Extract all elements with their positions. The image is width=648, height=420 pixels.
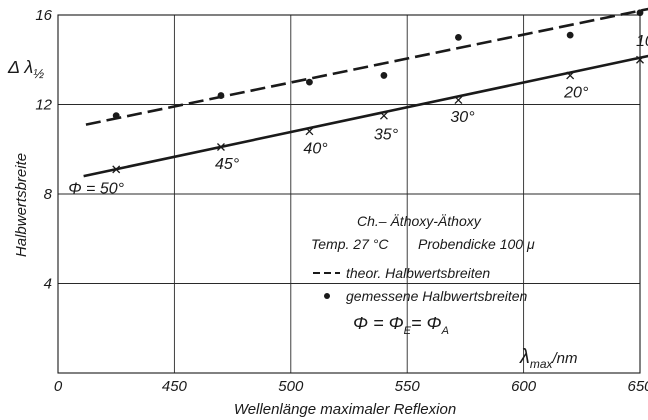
grid xyxy=(58,15,640,373)
measured-point xyxy=(380,72,388,79)
y-axis-symbol-sub: ½ xyxy=(33,66,44,81)
legend-dot-swatch xyxy=(324,293,330,299)
phi-cross-marker xyxy=(217,143,225,151)
legend: Ch.– Äthoxy-Äthoxy Temp. 27 °C Probendic… xyxy=(311,213,535,337)
measured-point xyxy=(636,9,644,17)
y-tick-label: 8 xyxy=(44,186,53,203)
legend-entry-gemessen: gemessene Halbwertsbreiten xyxy=(346,288,528,304)
phi-point-label: 30° xyxy=(450,109,475,126)
phi-cross-marker xyxy=(305,127,314,136)
x-tick-labels: 0 450 500 550 600 650 xyxy=(54,378,648,395)
series xyxy=(83,7,648,178)
measured-point xyxy=(112,112,120,120)
x-tick-label: 450 xyxy=(162,378,188,395)
x-tick-label: 650 xyxy=(627,378,648,395)
phi-point-label: Φ = 50° xyxy=(68,180,124,197)
x-axis-symbol-sub: max xyxy=(530,357,554,371)
x-axis-label: Wellenlänge maximaler Reflexion xyxy=(234,401,456,418)
phi-cross-marker xyxy=(112,165,121,174)
x-axis-symbol: λmax/nm xyxy=(519,346,578,371)
legend-title-2-right: Probendicke 100 μ xyxy=(418,236,535,252)
x-axis-symbol-main: λ xyxy=(519,346,530,368)
phi-point-label: 40° xyxy=(303,140,328,157)
x-axis-unit: /nm xyxy=(552,350,578,367)
phi-cross-marker xyxy=(379,111,388,120)
phi-cross-marker xyxy=(566,71,575,80)
phi-point-label: 20° xyxy=(563,84,589,101)
legend-title-2-left: Temp. 27 °C xyxy=(311,236,389,252)
phi-cross-marker xyxy=(454,96,463,104)
y-axis-symbol-main: Δ λ xyxy=(7,57,33,77)
y-tick-label: 12 xyxy=(35,97,52,114)
phi-point-label: 45° xyxy=(215,156,240,173)
y-tick-labels: 4 8 12 16 xyxy=(35,7,52,293)
x-tick-label: 0 xyxy=(54,378,63,395)
phi-point-label: 10° xyxy=(636,33,648,50)
x-tick-label: 600 xyxy=(511,378,537,395)
y-tick-label: 16 xyxy=(35,7,52,24)
y-axis-label: Halbwertsbreite xyxy=(13,153,30,257)
legend-formula: Φ = ΦE= ΦA xyxy=(353,313,449,337)
legend-entry-theor: theor. Halbwertsbreiten xyxy=(346,265,490,281)
phi-cross-marker xyxy=(636,55,644,64)
phi-point-label: 35° xyxy=(374,127,399,144)
legend-title-1: Ch.– Äthoxy-Äthoxy xyxy=(357,213,482,229)
measured-point xyxy=(455,33,462,41)
point-labels: Φ = 50° 45° 40° 35° 30° 20° 10° xyxy=(68,33,648,198)
measured-point xyxy=(306,78,313,86)
plot-frame xyxy=(57,14,641,374)
x-tick-label: 550 xyxy=(395,378,421,395)
measured-point xyxy=(217,92,225,99)
measured-point xyxy=(566,31,574,39)
phi-line xyxy=(83,54,648,178)
y-axis-symbol: Δ λ½ xyxy=(7,57,44,81)
x-tick-label: 500 xyxy=(278,378,304,395)
theor-line xyxy=(85,7,648,126)
y-tick-label: 4 xyxy=(44,276,52,293)
